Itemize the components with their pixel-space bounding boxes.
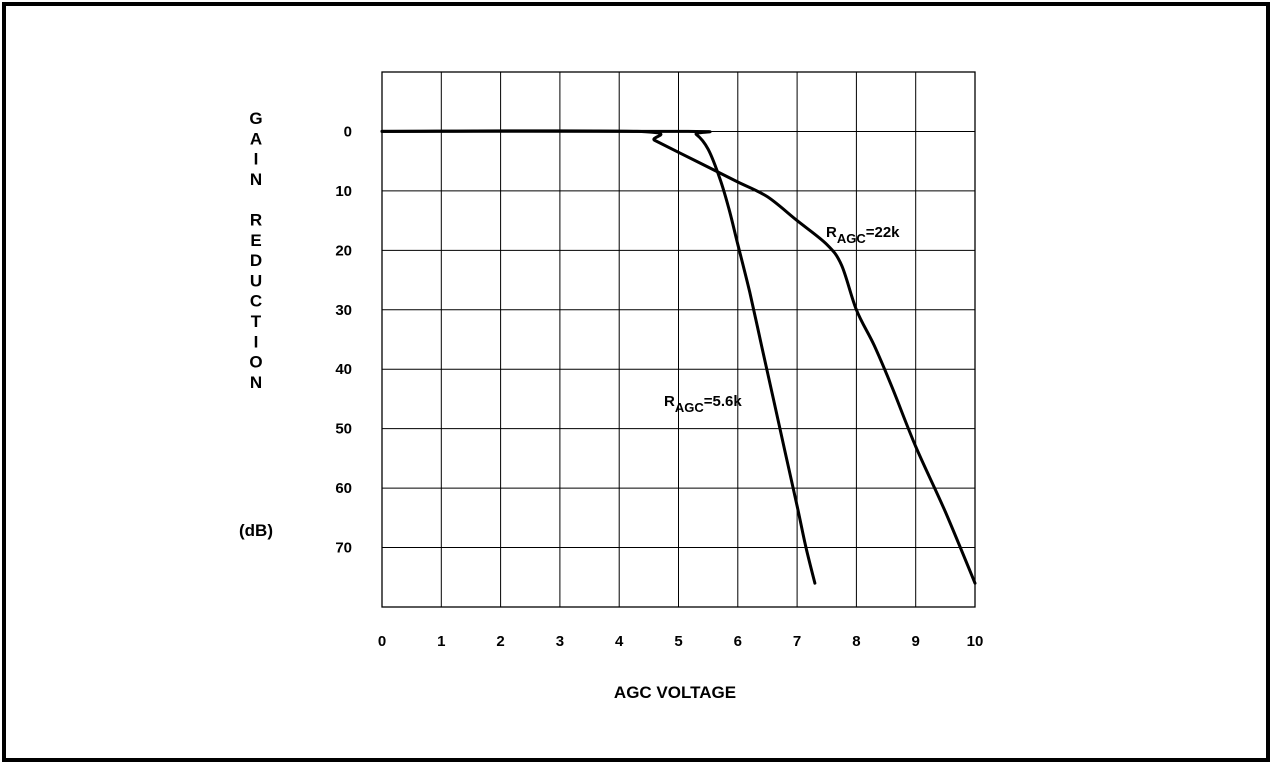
y-axis-label-letter: R: [250, 211, 262, 230]
series-line-ragc-22k: [380, 129, 977, 585]
x-tick-label: 1: [437, 633, 445, 650]
x-tick-label: 7: [793, 633, 801, 650]
x-tick-label: 10: [967, 633, 984, 650]
y-tick-label: 50: [335, 421, 352, 438]
x-axis-label: AGC VOLTAGE: [614, 683, 736, 702]
y-axis-label-letter: E: [250, 231, 261, 250]
x-tick-label: 6: [734, 633, 742, 650]
y-axis-label-letter: N: [250, 373, 262, 392]
x-tick-label: 9: [912, 633, 920, 650]
y-tick-labels: 0 10 20 30 40 50 60 70: [335, 123, 352, 556]
x-tick-label: 8: [852, 633, 860, 650]
y-axis-label-letter: I: [254, 332, 259, 351]
y-tick-label: 20: [335, 242, 352, 259]
y-axis-label-letter: G: [249, 109, 262, 128]
y-axis-label-letter: A: [250, 129, 262, 148]
x-tick-labels: 0 1 2 3 4 5 6 7 8 9 10: [378, 633, 984, 650]
y-axis-label-letter: O: [249, 353, 262, 372]
label-ragc-5-6k: RAGC=5.6k: [664, 393, 742, 415]
y-axis-label-letter: C: [250, 292, 262, 311]
y-axis-label-letter: I: [254, 150, 259, 169]
curve-labels: RAGC=5.6k RAGC=22k: [664, 224, 900, 415]
y-tick-label: 40: [335, 361, 352, 378]
curves: [380, 129, 977, 585]
y-tick-label: 60: [335, 480, 352, 497]
y-axis-unit: (dB): [239, 521, 273, 540]
y-tick-label: 10: [335, 183, 352, 200]
x-tick-label: 0: [378, 633, 386, 650]
series-line-ragc-5-6k: [380, 129, 817, 585]
y-tick-label: 0: [344, 123, 352, 140]
x-tick-label: 2: [496, 633, 504, 650]
x-tick-label: 5: [674, 633, 682, 650]
y-axis-label-letter: T: [251, 312, 262, 331]
y-axis-label-letter: N: [250, 170, 262, 189]
x-tick-label: 4: [615, 633, 624, 650]
label-ragc-22k: RAGC=22k: [826, 224, 900, 246]
y-tick-label: 70: [335, 540, 352, 557]
x-tick-label: 3: [556, 633, 564, 650]
y-axis-label-letter: D: [250, 251, 262, 270]
grid: [381, 71, 976, 608]
y-tick-label: 30: [335, 302, 352, 319]
y-axis-label-letter: U: [250, 271, 262, 290]
